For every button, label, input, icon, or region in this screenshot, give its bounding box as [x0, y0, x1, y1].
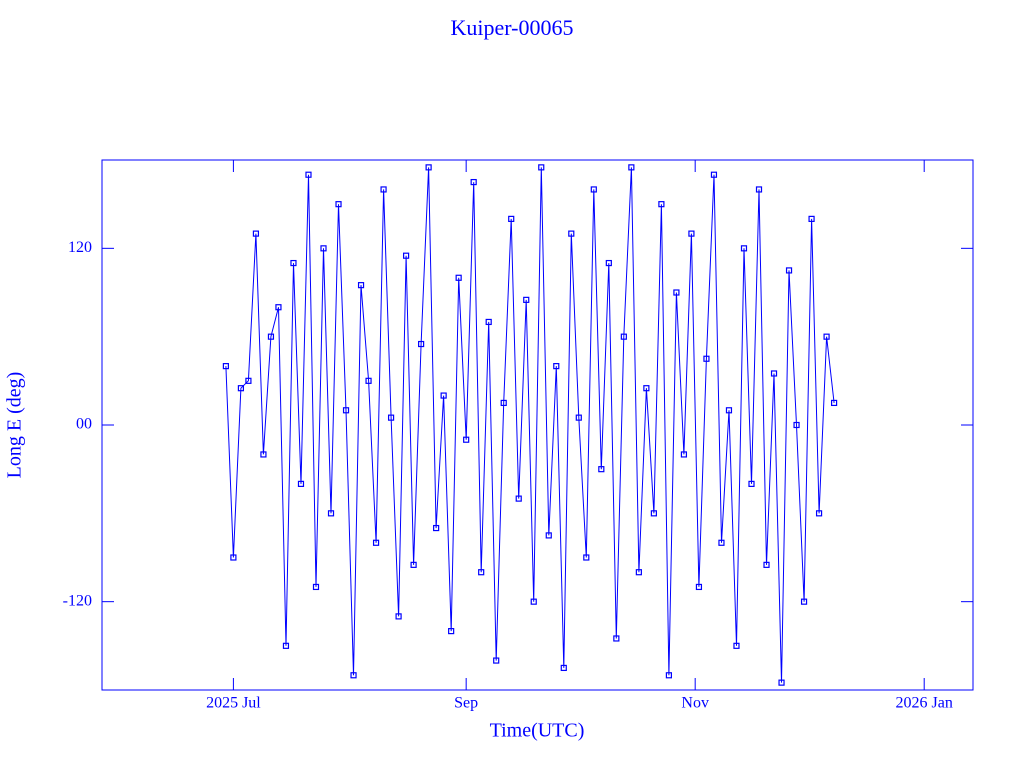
point-marker: [568, 230, 575, 237]
point-marker: [823, 333, 830, 340]
y-axis-label: Long E (deg): [4, 372, 26, 479]
point-marker: [680, 451, 688, 458]
point-marker: [643, 385, 650, 392]
point-marker: [598, 466, 605, 473]
point-marker: [613, 635, 620, 642]
point-marker: [703, 355, 710, 362]
point-marker: [290, 259, 297, 267]
point-marker: [748, 480, 755, 487]
point-marker: [418, 340, 425, 348]
point-marker: [342, 407, 350, 414]
point-marker: [725, 407, 733, 414]
point-marker: [245, 377, 252, 384]
point-marker: [688, 230, 695, 237]
point-marker: [545, 532, 552, 539]
x-axis-label: Time(UTC): [490, 720, 585, 742]
point-marker: [605, 259, 612, 267]
y-tick-label: 120: [68, 239, 92, 256]
point-marker: [778, 679, 785, 686]
point-marker: [365, 377, 372, 384]
point-marker: [372, 539, 380, 546]
point-marker: [275, 304, 282, 311]
point-marker: [673, 289, 680, 296]
point-marker: [530, 598, 537, 605]
point-marker: [808, 215, 815, 222]
point-marker: [425, 164, 432, 171]
y-tick-label: 00: [76, 416, 92, 433]
plot-frame: [101, 159, 974, 691]
point-marker: [560, 664, 567, 672]
point-marker: [320, 245, 327, 252]
point-marker: [260, 451, 267, 458]
point-marker: [628, 164, 635, 171]
plot-area: [222, 164, 838, 686]
point-marker: [800, 598, 808, 605]
point-marker: [395, 613, 402, 620]
point-marker: [222, 363, 229, 370]
chart-title: Kuiper-00065: [451, 15, 574, 40]
point-marker: [433, 524, 440, 532]
point-marker: [635, 569, 642, 576]
point-marker: [237, 385, 245, 392]
point-marker: [830, 399, 838, 407]
point-marker: [665, 672, 673, 679]
point-marker: [650, 510, 657, 517]
point-marker: [470, 178, 477, 186]
point-marker: [297, 480, 305, 487]
x-tick-label: Nov: [681, 695, 709, 712]
point-marker: [312, 583, 320, 591]
point-marker: [740, 245, 748, 252]
point-marker: [695, 583, 703, 591]
point-marker: [455, 274, 462, 281]
point-marker: [590, 186, 597, 193]
point-marker: [553, 363, 560, 370]
point-marker: [815, 510, 823, 517]
point-marker: [493, 657, 500, 664]
x-tick-label: 2025 Jul: [206, 695, 261, 712]
point-marker: [785, 267, 793, 274]
x-tick-label: Sep: [454, 695, 478, 712]
point-marker: [252, 230, 260, 237]
point-marker: [387, 414, 395, 421]
point-marker: [770, 370, 778, 377]
point-marker: [523, 296, 530, 303]
point-marker: [478, 569, 485, 576]
point-marker: [327, 510, 335, 517]
x-tick-label: 2026 Jan: [896, 695, 953, 712]
y-tick-label: -120: [63, 592, 92, 609]
point-marker: [357, 282, 365, 289]
point-marker: [380, 186, 387, 193]
point-marker: [267, 333, 275, 340]
point-marker: [335, 201, 342, 208]
point-marker: [718, 539, 725, 546]
point-marker: [658, 201, 665, 208]
series-line: [225, 167, 835, 683]
point-marker: [500, 399, 507, 407]
point-marker: [440, 392, 447, 399]
point-marker: [410, 561, 417, 568]
point-marker: [763, 561, 770, 568]
point-marker: [733, 642, 740, 649]
point-marker: [793, 421, 800, 429]
point-marker: [448, 628, 455, 635]
point-marker: [538, 164, 545, 171]
point-marker: [755, 186, 763, 193]
point-marker: [575, 414, 582, 421]
point-marker: [485, 318, 492, 326]
point-marker: [508, 215, 515, 222]
point-marker: [515, 495, 522, 502]
point-marker: [350, 672, 357, 679]
point-marker: [710, 171, 718, 178]
point-marker: [463, 436, 470, 443]
point-marker: [620, 333, 627, 340]
point-marker: [282, 642, 290, 649]
point-marker: [583, 554, 590, 561]
point-marker: [305, 171, 312, 178]
point-marker: [230, 554, 237, 561]
point-marker: [402, 252, 410, 259]
